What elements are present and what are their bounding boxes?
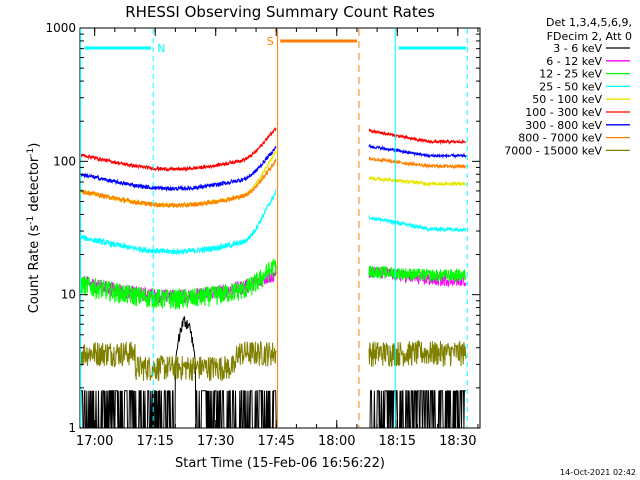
series-line <box>80 258 277 310</box>
legend-label: 50 - 100 keV <box>532 93 602 106</box>
x-tick-label: 18:15 <box>379 434 416 449</box>
series-line <box>80 341 277 382</box>
series-line <box>368 128 467 146</box>
legend-label: 12 - 25 keV <box>539 68 602 81</box>
y-tick-label: 10 <box>61 288 76 302</box>
series-line <box>368 156 467 170</box>
series-line <box>369 390 466 429</box>
legend-label: 3 - 6 keV <box>553 42 602 55</box>
x-tick-label: 18:00 <box>318 434 355 449</box>
legend-label: 6 - 12 keV <box>546 55 602 68</box>
legend-header-line-1: Det 1,3,4,5,6,9, <box>546 16 632 29</box>
y-tick-label: 1000 <box>45 21 76 35</box>
series-line <box>368 143 467 159</box>
series-line <box>368 265 467 283</box>
legend-label: 7000 - 15000 keV <box>504 144 602 157</box>
x-axis-label: Start Time (15-Feb-06 16:56:22) <box>175 456 385 471</box>
y-tick-label: 1 <box>68 421 76 435</box>
chart-title: RHESSI Observing Summary Count Rates <box>125 3 435 21</box>
x-tick-label: 18:30 <box>439 434 476 449</box>
plot-frame <box>79 27 481 429</box>
series-line <box>80 315 277 429</box>
series-line <box>80 189 277 256</box>
x-tick-label: 17:15 <box>136 434 173 449</box>
series-line <box>80 145 277 192</box>
timestamp: 14-Oct-2021 02:42 <box>560 468 636 477</box>
legend-label: 300 - 800 keV <box>525 119 602 132</box>
series-line <box>80 127 277 173</box>
series-line <box>368 339 467 368</box>
y-axis-label: Count Rate (s-1 detector-1) <box>26 143 42 314</box>
plot-area: NS <box>79 27 481 429</box>
y-axis: 1 10 100 1000 <box>45 21 480 435</box>
x-axis: 17:00 17:15 17:30 17:45 18:00 18:15 18:30 <box>76 28 479 449</box>
x-tick-label: 17:45 <box>257 434 294 449</box>
y-tick-label: 100 <box>53 154 76 168</box>
legend: Det 1,3,4,5,6,9, FDecim 2, Att 0 3 - 6 k… <box>504 16 632 157</box>
series-line <box>368 175 467 188</box>
x-tick-label: 17:30 <box>197 434 234 449</box>
night-label: N <box>157 42 165 55</box>
series-line <box>80 158 277 209</box>
series-line <box>368 214 467 234</box>
x-tick-label: 17:00 <box>76 434 113 449</box>
legend-label: 800 - 7000 keV <box>518 132 602 145</box>
saa-label: S <box>267 35 274 48</box>
legend-label: 100 - 300 keV <box>525 106 602 119</box>
legend-header-line-2: FDecim 2, Att 0 <box>547 30 632 43</box>
legend-label: 25 - 50 keV <box>539 80 602 93</box>
